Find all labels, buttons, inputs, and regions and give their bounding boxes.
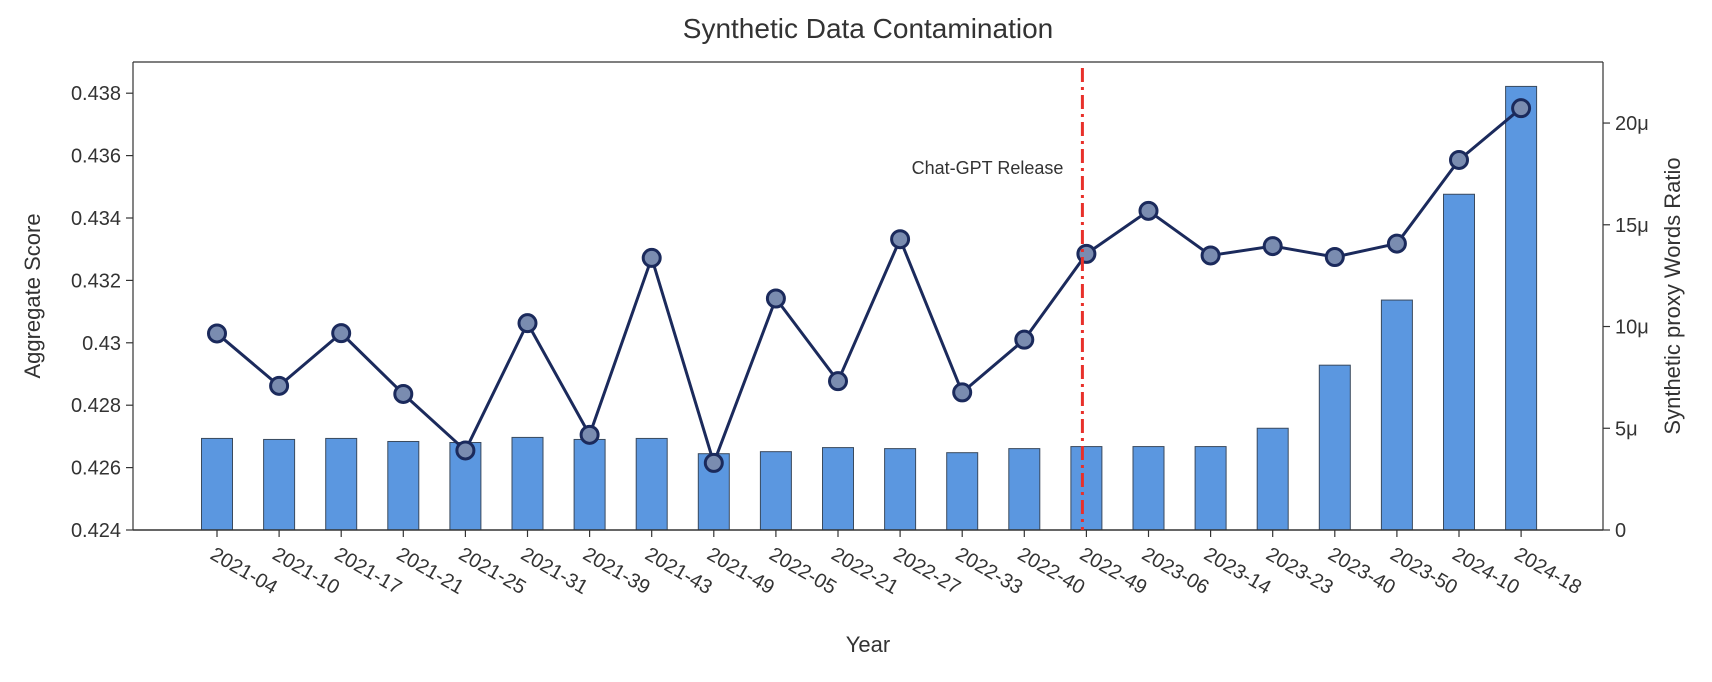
x-tick-label: 2023-50 xyxy=(1386,543,1461,599)
right-y-tick-label: 15μ xyxy=(1615,215,1649,237)
x-tick-label: 2022-05 xyxy=(765,543,840,599)
x-tick-label: 2021-25 xyxy=(455,543,530,599)
bar xyxy=(325,437,358,531)
x-tick-label: 2021-49 xyxy=(703,543,778,599)
bar xyxy=(263,438,296,531)
line-point xyxy=(765,288,786,309)
x-tick-label: 2021-04 xyxy=(207,543,282,599)
bar xyxy=(573,438,606,531)
line-point xyxy=(1200,245,1221,266)
bar xyxy=(511,436,544,531)
line-point xyxy=(1076,243,1097,264)
bar xyxy=(635,437,668,531)
bar xyxy=(1194,446,1227,531)
chart-title: Synthetic Data Contamination xyxy=(683,13,1053,44)
line-point xyxy=(269,375,290,396)
bar xyxy=(1132,446,1165,531)
annotation-label: Chat-GPT Release xyxy=(912,158,1064,178)
x-tick-label: 2023-14 xyxy=(1200,543,1275,599)
left-y-tick-label: 0.438 xyxy=(71,83,121,105)
line-point xyxy=(828,371,848,392)
right-y-tick-label: 20μ xyxy=(1615,113,1649,135)
bar xyxy=(1380,299,1413,531)
x-tick-label: 2021-10 xyxy=(269,543,344,599)
bar xyxy=(759,451,792,531)
bar xyxy=(201,437,233,531)
line-point xyxy=(1014,329,1035,350)
x-tick-label: 2022-21 xyxy=(828,543,903,599)
bar xyxy=(1443,193,1475,531)
line-point xyxy=(1511,98,1532,119)
x-tick-label: 2022-49 xyxy=(1076,543,1151,599)
bar xyxy=(1318,364,1351,531)
left-y-tick-label: 0.43 xyxy=(82,333,121,355)
line-point xyxy=(393,383,414,404)
x-tick-label: 2022-40 xyxy=(1014,543,1089,599)
right-y-tick-label: 10μ xyxy=(1615,317,1649,339)
line-point xyxy=(579,424,600,445)
left-y-tick-label: 0.424 xyxy=(71,520,121,542)
line-point xyxy=(207,323,227,344)
x-tick-label: 2021-21 xyxy=(393,543,468,599)
line-point xyxy=(1138,200,1159,221)
x-tick-label: 2021-31 xyxy=(517,543,592,599)
bar xyxy=(1256,427,1289,531)
x-tick-label: 2023-23 xyxy=(1262,543,1337,599)
line-point xyxy=(455,440,476,461)
left-y-tick-label: 0.426 xyxy=(71,458,121,480)
line-point xyxy=(703,452,724,473)
line-series xyxy=(216,107,1523,465)
x-tick-label: 2023-06 xyxy=(1138,543,1213,599)
line-point xyxy=(1386,233,1407,254)
left-y-tick-label: 0.428 xyxy=(71,395,121,417)
line-point xyxy=(1449,149,1469,170)
bar xyxy=(1505,85,1538,531)
line-point xyxy=(517,313,538,334)
line-point xyxy=(1262,236,1283,257)
x-tick-label: 2024-18 xyxy=(1511,543,1586,599)
right-y-axis-title: Synthetic proxy Words Ratio xyxy=(1660,157,1685,434)
x-tick-label: 2022-27 xyxy=(890,543,965,599)
bar xyxy=(822,447,854,531)
plot-area: 0.424 0.426 0.428 0.43 0.432 0.434 0.436 0.438 0… xyxy=(71,61,1649,599)
line-point xyxy=(1324,247,1345,267)
left-y-tick-label: 0.436 xyxy=(71,146,121,168)
right-y-tick-label: 5μ xyxy=(1615,418,1638,440)
left-y-tick-label: 0.434 xyxy=(71,208,121,230)
bar xyxy=(387,440,420,531)
left-y-tick-label: 0.432 xyxy=(71,270,121,292)
x-tick-label: 2024-10 xyxy=(1449,543,1524,599)
bar xyxy=(1008,448,1041,531)
x-tick-label: 2021-43 xyxy=(641,543,716,599)
x-tick-label: 2021-17 xyxy=(331,543,406,599)
x-tick-label: 2021-39 xyxy=(579,543,654,599)
left-y-axis-title: Aggregate Score xyxy=(20,213,45,378)
x-axis-title: Year xyxy=(846,632,890,657)
bar xyxy=(1070,446,1103,531)
line-point xyxy=(890,229,911,250)
x-tick-label: 2022-33 xyxy=(952,543,1027,599)
line-point xyxy=(331,323,352,344)
line-point xyxy=(641,247,662,268)
right-y-tick-label: 0 xyxy=(1615,520,1626,542)
bar xyxy=(946,452,979,531)
x-tick-label: 2023-40 xyxy=(1324,543,1399,599)
line-point xyxy=(952,382,973,403)
bar xyxy=(884,448,917,531)
